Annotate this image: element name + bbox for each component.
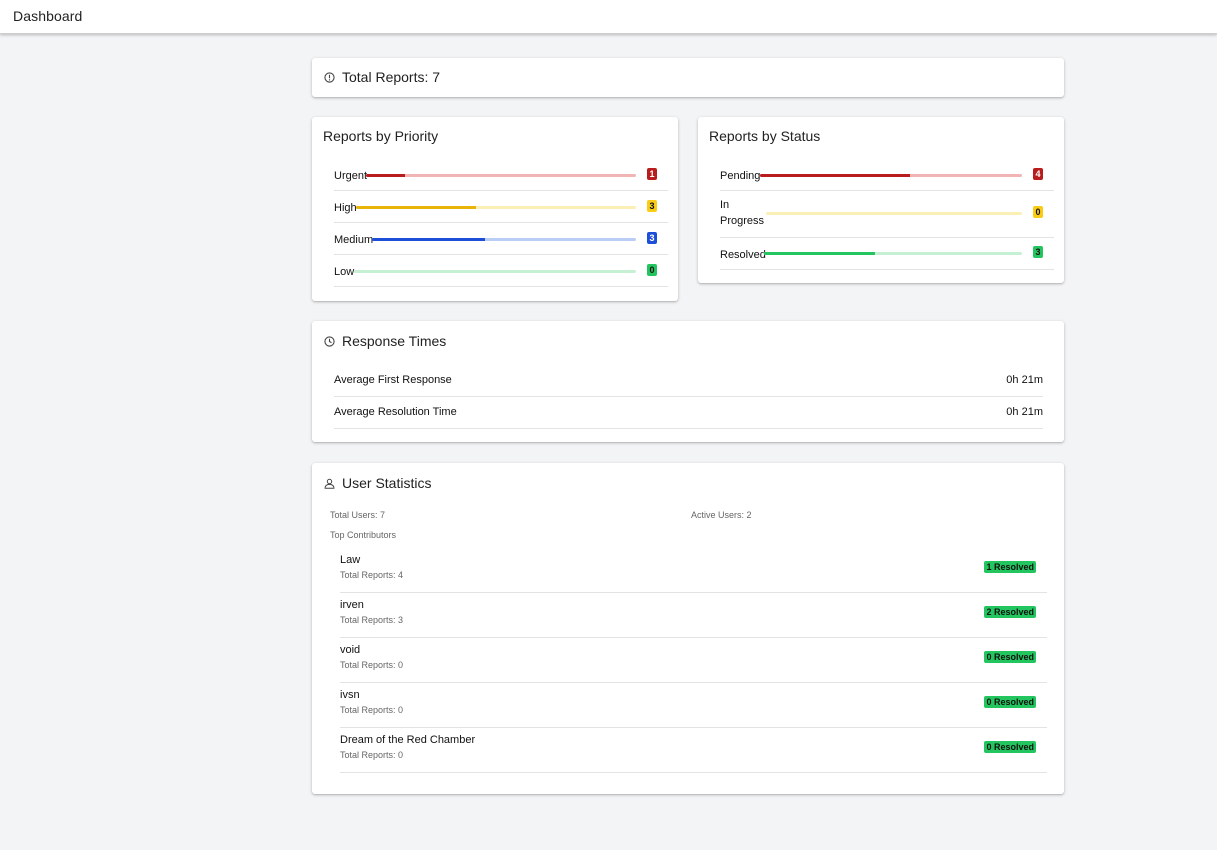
bar-label: Urgent bbox=[334, 170, 368, 182]
contributor-total-reports: Total Reports: 0 bbox=[340, 705, 404, 715]
total-reports-label: Total Reports: 7 bbox=[342, 69, 441, 85]
bar-label: High bbox=[334, 202, 357, 214]
bar-fill bbox=[760, 174, 910, 177]
count-badge: 3 bbox=[647, 200, 657, 212]
bar-label: Resolved bbox=[720, 249, 766, 261]
active-users: Active Users: 2 bbox=[691, 510, 752, 520]
contributor-row: Law Total Reports: 4 1 Resolved bbox=[340, 548, 1047, 593]
bar-fill bbox=[372, 238, 486, 241]
response-value: 0h 21m bbox=[1006, 374, 1043, 386]
bar-track bbox=[766, 212, 1022, 215]
response-times-title: Response Times bbox=[342, 333, 447, 349]
contributor-row: Dream of the Red Chamber Total Reports: 0… bbox=[340, 728, 1047, 773]
count-badge: 0 bbox=[1033, 206, 1043, 218]
bar-row: Urgent 1 bbox=[334, 159, 668, 191]
bar-row: In Progress 0 bbox=[720, 191, 1054, 238]
response-times-card: Response Times Average First Response 0h… bbox=[312, 321, 1064, 442]
count-badge: 1 bbox=[647, 168, 657, 180]
contributor-row: ivsn Total Reports: 0 0 Resolved bbox=[340, 683, 1047, 728]
bar-row: High 3 bbox=[334, 191, 668, 223]
bar-fill bbox=[356, 206, 477, 209]
priority-card: Reports by Priority Urgent 1 High 3 Medium 3 L… bbox=[312, 117, 678, 301]
bar-label: Medium bbox=[334, 234, 374, 246]
contributor-name: irven bbox=[340, 599, 364, 611]
user-statistics-header: User Statistics bbox=[324, 475, 431, 491]
contributor-name: Law bbox=[340, 554, 361, 566]
resolved-badge: 0 Resolved bbox=[984, 651, 1036, 663]
bar-fill bbox=[366, 174, 405, 177]
count-badge: 0 bbox=[647, 264, 657, 276]
contributor-name: Dream of the Red Chamber bbox=[340, 734, 476, 746]
contributor-total-reports: Total Reports: 4 bbox=[340, 570, 404, 580]
total-reports-header: Total Reports: 7 bbox=[324, 69, 440, 85]
status-card: Reports by Status Pending 4 In Progress 0 Re… bbox=[698, 117, 1064, 283]
contributor-row: irven Total Reports: 3 2 Resolved bbox=[340, 593, 1047, 638]
info-circle-icon bbox=[324, 71, 335, 83]
status-title: Reports by Status bbox=[709, 128, 821, 144]
bar-row: Medium 3 bbox=[334, 223, 668, 255]
bar-track bbox=[354, 270, 636, 273]
total-reports-card: Total Reports: 7 bbox=[312, 58, 1064, 97]
user-statistics-card: User Statistics Total Users: 7 Active Us… bbox=[312, 463, 1064, 794]
response-times-header: Response Times bbox=[324, 333, 446, 349]
contributor-row: void Total Reports: 0 0 Resolved bbox=[340, 638, 1047, 683]
contributor-name: ivsn bbox=[340, 689, 360, 701]
bar-track bbox=[764, 252, 1022, 255]
response-row: Average First Response 0h 21m bbox=[334, 365, 1043, 397]
bar-label: Pending bbox=[720, 170, 761, 182]
response-label: Average First Response bbox=[334, 374, 452, 386]
contributor-total-reports: Total Reports: 3 bbox=[340, 615, 404, 625]
resolved-badge: 2 Resolved bbox=[984, 606, 1036, 618]
contributor-total-reports: Total Reports: 0 bbox=[340, 660, 404, 670]
bar-label: In Progress bbox=[720, 199, 765, 227]
count-badge: 4 bbox=[1033, 168, 1043, 180]
response-value: 0h 21m bbox=[1006, 406, 1043, 418]
count-badge: 3 bbox=[1033, 246, 1043, 258]
bar-row: Low 0 bbox=[334, 255, 668, 287]
contributor-total-reports: Total Reports: 0 bbox=[340, 750, 404, 760]
response-row: Average Resolution Time 0h 21m bbox=[334, 397, 1043, 429]
clock-icon bbox=[324, 335, 335, 347]
user-statistics-title: User Statistics bbox=[342, 475, 432, 491]
contributor-name: void bbox=[340, 644, 361, 656]
bar-track bbox=[760, 174, 1022, 177]
app-bar: Dashboard bbox=[0, 0, 1217, 34]
count-badge: 3 bbox=[647, 232, 657, 244]
top-contributors-label: Top Contributors bbox=[330, 530, 397, 540]
response-label: Average Resolution Time bbox=[334, 406, 457, 418]
bar-row: Resolved 3 bbox=[720, 238, 1054, 270]
app-title: Dashboard bbox=[13, 8, 83, 24]
resolved-badge: 1 Resolved bbox=[984, 561, 1036, 573]
priority-title: Reports by Priority bbox=[323, 128, 439, 144]
bar-label: Low bbox=[334, 266, 355, 278]
user-icon bbox=[324, 478, 335, 489]
resolved-badge: 0 Resolved bbox=[984, 696, 1036, 708]
bar-track bbox=[366, 174, 636, 177]
bar-fill bbox=[764, 252, 875, 255]
bar-row: Pending 4 bbox=[720, 159, 1054, 191]
bar-track bbox=[372, 238, 636, 241]
resolved-badge: 0 Resolved bbox=[984, 741, 1036, 753]
bar-track bbox=[356, 206, 636, 209]
total-users: Total Users: 7 bbox=[330, 510, 386, 520]
